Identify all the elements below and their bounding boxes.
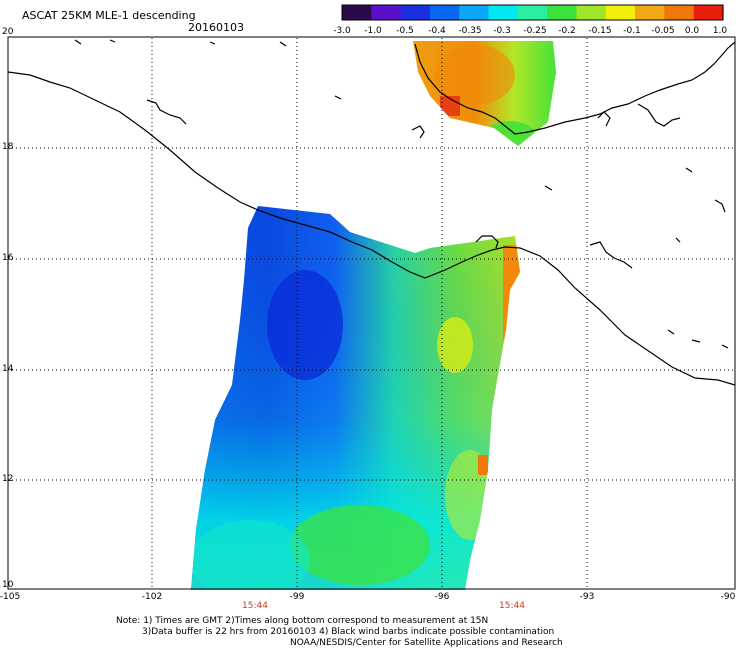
colorbar-swatch <box>400 5 431 20</box>
product-date: 20160103 <box>188 21 244 34</box>
colorbar-label: -0.5 <box>396 26 414 36</box>
lon-label: -105 <box>0 592 21 602</box>
colorbar-swatch <box>547 5 578 20</box>
colorbar-label: -0.2 <box>558 26 576 36</box>
map-frame <box>7 36 736 590</box>
colorbar-label: -0.15 <box>588 26 612 36</box>
colorbar-label: -0.1 <box>623 26 641 36</box>
colorbar <box>341 4 724 21</box>
lon-label: -93 <box>579 592 595 602</box>
note-line-1: Note: 1) Times are GMT 2)Times along bot… <box>116 616 489 626</box>
colorbar-label: 0.0 <box>684 26 700 36</box>
lat-label: 14 <box>2 364 14 374</box>
colorbar-swatch <box>635 5 665 20</box>
colorbar-swatch <box>488 5 519 20</box>
lat-label: 16 <box>2 253 14 263</box>
colorbar-swatch <box>429 5 460 20</box>
note-line-2: 3)Data buffer is 22 hrs from 20160103 4)… <box>142 627 555 637</box>
note-line-3: NOAA/NESDIS/Center for Satellite Applica… <box>290 638 563 648</box>
colorbar-label: -0.35 <box>458 26 482 36</box>
pass-time: 15:44 <box>499 601 525 611</box>
swath-north <box>413 41 556 146</box>
colorbar-swatch <box>576 5 607 20</box>
pass-time: 15:44 <box>242 601 268 611</box>
lon-label: -99 <box>289 592 305 602</box>
lon-label: -90 <box>720 592 736 602</box>
coastline <box>7 39 736 386</box>
lon-label: -96 <box>434 592 450 602</box>
colorbar-label: -0.05 <box>651 26 675 36</box>
colorbar-swatch <box>371 5 402 20</box>
colorbar-swatch <box>664 5 695 20</box>
colorbar-swatch <box>342 5 372 20</box>
lat-label: 20 <box>2 27 14 37</box>
colorbar-label: -0.4 <box>428 26 446 36</box>
product-title: ASCAT 25KM MLE-1 descending <box>22 9 196 22</box>
colorbar-swatch <box>693 5 724 20</box>
lon-label: -102 <box>141 592 163 602</box>
colorbar-label: -0.3 <box>493 26 511 36</box>
lat-label: 18 <box>2 142 14 152</box>
colorbar-label: -3.0 <box>333 26 351 36</box>
colorbar-label: -1.0 <box>364 26 382 36</box>
colorbar-label: 1.0 <box>712 26 728 36</box>
colorbar-swatch <box>605 5 636 20</box>
lat-label: 12 <box>2 474 14 484</box>
colorbar-swatch <box>459 5 490 20</box>
lat-label: 10 <box>2 580 14 590</box>
colorbar-swatch <box>517 5 548 20</box>
colorbar-label: -0.25 <box>523 26 547 36</box>
swath-south <box>191 206 520 590</box>
